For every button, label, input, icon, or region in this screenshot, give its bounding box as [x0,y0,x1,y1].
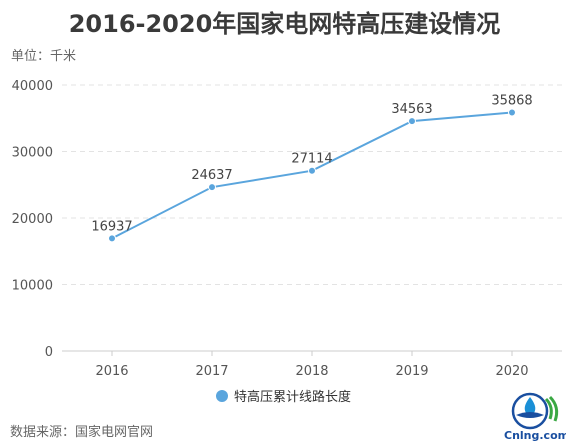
unit-label: 单位：千米 [11,49,77,64]
data-label: 27114 [291,152,332,167]
data-point [508,108,516,117]
data-label: 35868 [491,93,532,108]
x-axis: 2016 2017 2018 2019 2020 [62,350,562,379]
data-labels: 16937 24637 27114 34563 35868 [91,93,532,234]
x-tick-label: 2019 [395,364,428,379]
logo-text: Cnlng.com [504,429,566,442]
chart-title: 2016-2020年国家电网特高压建设情况 [68,10,501,38]
x-tick-label: 2016 [95,364,128,379]
data-point [408,117,416,126]
data-source: 数据来源：国家电网官网 [10,425,154,440]
legend: 特高压累计线路长度 [216,389,351,405]
y-tick-label: 20000 [12,212,53,227]
series-line [111,111,513,240]
data-label: 34563 [391,102,432,117]
data-point [308,166,316,175]
series [108,108,516,243]
x-tick-label: 2017 [195,364,228,379]
y-tick-label: 40000 [12,79,53,94]
grid-lines [62,84,562,285]
data-point [208,183,216,192]
data-point [108,234,116,243]
y-tick-label: 0 [45,345,53,360]
cnlng-logo-icon: Cnlng.com [504,392,566,442]
data-label: 24637 [191,168,232,183]
data-label: 16937 [91,219,132,234]
y-axis: 0 10000 20000 30000 40000 [12,79,53,360]
y-tick-label: 10000 [12,279,53,294]
x-tick-label: 2018 [295,364,328,379]
legend-label: 特高压累计线路长度 [234,389,351,405]
y-tick-label: 30000 [12,146,53,161]
legend-marker [216,390,228,402]
x-tick-label: 2020 [495,364,528,379]
